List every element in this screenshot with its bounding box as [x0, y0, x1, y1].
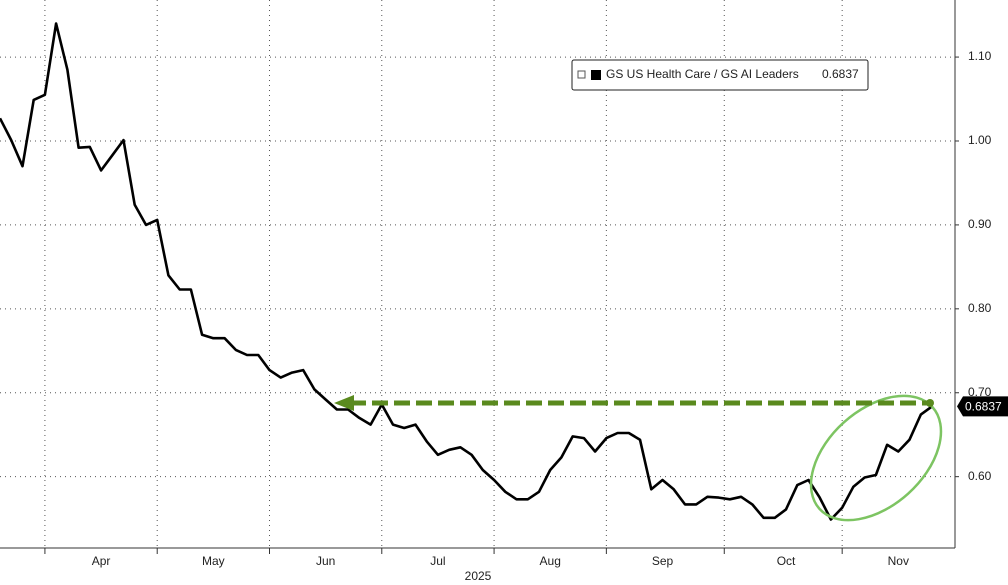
arrow-head [334, 395, 354, 411]
y-tick-label: 0.70 [968, 385, 992, 399]
y-tick-label: 0.60 [968, 469, 992, 483]
legend-box [571, 59, 869, 91]
last-value-tag [957, 396, 1008, 417]
x-tick-label: Sep [652, 554, 674, 568]
legend-label: GS US Health Care / GS AI Leaders [606, 67, 799, 81]
x-tick-label: Aug [540, 554, 561, 568]
x-tick-label: May [202, 554, 225, 568]
x-tick-label: Oct [777, 554, 796, 568]
legend: GS US Health Care / GS AI Leaders 0.6837 [571, 59, 869, 91]
x-tick-label: Jun [316, 554, 335, 568]
last-value-label: 0.6837 [965, 400, 1002, 414]
x-tick-label: Apr [92, 554, 111, 568]
y-tick-label: 0.90 [968, 217, 992, 231]
x-axis-label: 2025 [465, 569, 492, 583]
legend-toggle[interactable] [577, 70, 586, 79]
x-tick-label: Jul [430, 554, 445, 568]
highlight-ellipse [809, 394, 943, 522]
y-tick-label: 1.10 [968, 49, 992, 63]
y-tick-label: 0.80 [968, 301, 992, 315]
arrow-end [926, 399, 934, 407]
plot [0, 22, 933, 521]
x-tick-label: Nov [888, 554, 909, 568]
grid [0, 0, 955, 548]
legend-value: 0.6837 [822, 67, 859, 81]
legend-swatch [591, 70, 601, 80]
series-line [0, 22, 933, 521]
y-tick-label: 1.00 [968, 133, 992, 147]
